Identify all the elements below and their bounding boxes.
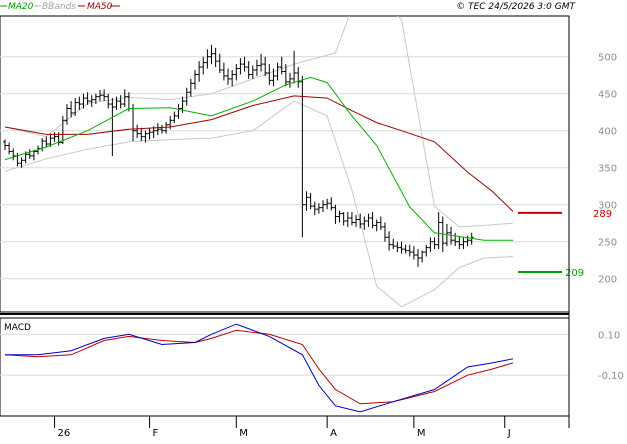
grid-layer (0, 56, 569, 376)
time-tick-label: M (417, 428, 426, 439)
bollinger-bands (4, 16, 514, 308)
legend-ma20-label: MA20 (8, 2, 34, 12)
level-markers: 289 209 (518, 209, 612, 279)
price-tick-label: 500 (598, 53, 617, 64)
price-tick-label: 250 (598, 238, 617, 249)
price-axis-ticks: 200 250 300 350 400 450 500 0.10 -0.10 (598, 53, 624, 382)
time-tick-label: 26 (58, 428, 71, 439)
price-tick-label: 200 (598, 275, 617, 286)
legend: MA20 BBands MA50 (0, 2, 120, 12)
bb-lower-line (4, 100, 514, 308)
level-marker-label: 209 (565, 268, 584, 279)
level-marker-label: 289 (593, 209, 612, 220)
macd-line (5, 323, 514, 413)
price-tick-label: 300 (598, 201, 617, 212)
macd-title: MACD (4, 323, 31, 333)
macd-tick-label: -0.10 (598, 371, 624, 382)
time-tick-label: J (507, 428, 511, 439)
price-tick-label: 350 (598, 164, 617, 175)
legend-ma50-label: MA50 (87, 2, 113, 12)
macd-tick-label: 0.10 (598, 330, 620, 341)
macd-signal-line (4, 329, 514, 405)
macd-lines (4, 323, 514, 413)
ma20-line (4, 76, 513, 241)
time-tick-label: F (153, 428, 159, 439)
ma50-line (4, 95, 514, 212)
bb-upper-line (4, 16, 514, 228)
copyright-text: © TEC 24/5/2026 3:0 GMT (456, 2, 576, 12)
price-panel-frame (0, 15, 570, 313)
ohlc-bars (3, 44, 474, 267)
legend-bbands-label: BBands (42, 2, 76, 12)
price-tick-label: 400 (598, 127, 617, 138)
time-tick-label: A (330, 428, 337, 439)
moving-averages (4, 76, 514, 241)
price-tick-label: 450 (598, 90, 617, 101)
macd-panel-frame (0, 317, 570, 417)
time-axis-ticks: 26 F M A M J (54, 16, 570, 439)
time-tick-label: M (239, 428, 248, 439)
